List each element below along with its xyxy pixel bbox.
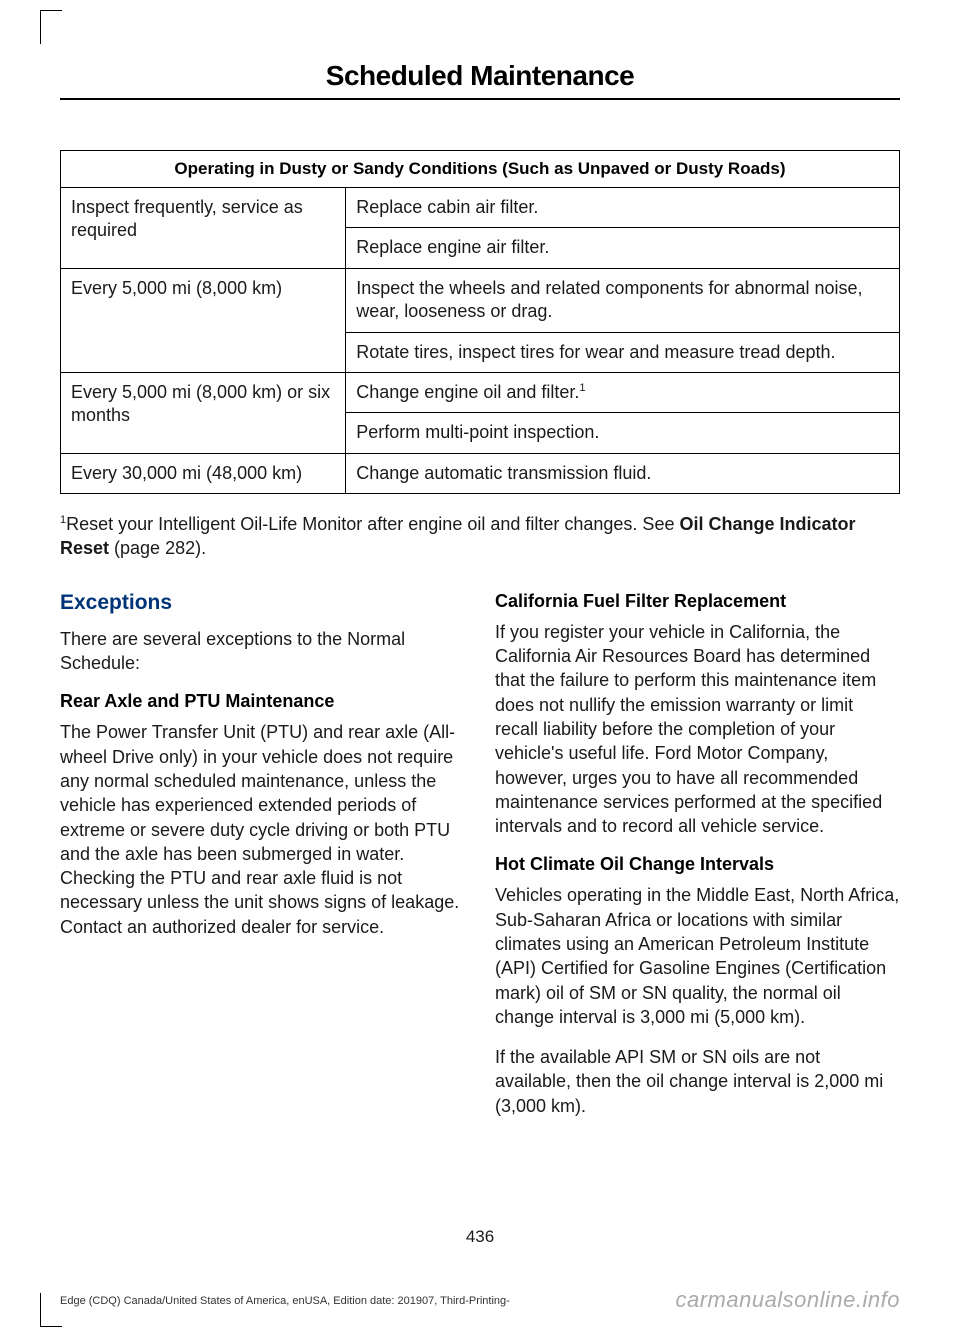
table-cell: Change automatic transmission fluid.: [346, 453, 900, 493]
page-number: 436: [0, 1227, 960, 1247]
superscript: 1: [579, 382, 585, 394]
table-cell: Rotate tires, inspect tires for wear and…: [346, 332, 900, 372]
footnote-text: Reset your Intelligent Oil-Life Monitor …: [66, 514, 679, 534]
cell-text: Change engine oil and filter.: [356, 382, 579, 402]
table-cell: Every 30,000 mi (48,000 km): [61, 453, 346, 493]
table-cell: Inspect the wheels and related component…: [346, 268, 900, 332]
footer-watermark: carmanualsonline.info: [675, 1287, 900, 1313]
section-heading: Exceptions: [60, 591, 465, 615]
table-cell: Every 5,000 mi (8,000 km) or six months: [61, 372, 346, 453]
table-footnote: 1Reset your Intelligent Oil-Life Monitor…: [60, 512, 900, 561]
table-cell: Change engine oil and filter.1: [346, 372, 900, 412]
paragraph: The Power Transfer Unit (PTU) and rear a…: [60, 720, 465, 939]
title-rule: [60, 98, 900, 100]
maintenance-table: Operating in Dusty or Sandy Conditions (…: [60, 150, 900, 494]
paragraph: If the available API SM or SN oils are n…: [495, 1045, 900, 1118]
table-cell: Inspect frequently, service as required: [61, 188, 346, 269]
table-cell: Replace cabin air filter.: [346, 188, 900, 228]
right-column: California Fuel Filter Replacement If yo…: [495, 591, 900, 1134]
subsection-heading: Rear Axle and PTU Maintenance: [60, 691, 465, 712]
paragraph: There are several exceptions to the Norm…: [60, 627, 465, 676]
table-cell: Replace engine air filter.: [346, 228, 900, 268]
table-header: Operating in Dusty or Sandy Conditions (…: [61, 151, 900, 188]
footnote-text: (page 282).: [109, 538, 206, 558]
page-content: Scheduled Maintenance Operating in Dusty…: [0, 0, 960, 1337]
footer-edition: Edge (CDQ) Canada/United States of Ameri…: [60, 1295, 510, 1307]
subsection-heading: Hot Climate Oil Change Intervals: [495, 854, 900, 875]
two-column-layout: Exceptions There are several exceptions …: [60, 591, 900, 1134]
left-column: Exceptions There are several exceptions …: [60, 591, 465, 1134]
subsection-heading: California Fuel Filter Replacement: [495, 591, 900, 612]
page-title: Scheduled Maintenance: [60, 60, 900, 92]
paragraph: Vehicles operating in the Middle East, N…: [495, 883, 900, 1029]
table-cell: Every 5,000 mi (8,000 km): [61, 268, 346, 372]
table-cell: Perform multi-point inspection.: [346, 413, 900, 453]
paragraph: If you register your vehicle in Californ…: [495, 620, 900, 839]
